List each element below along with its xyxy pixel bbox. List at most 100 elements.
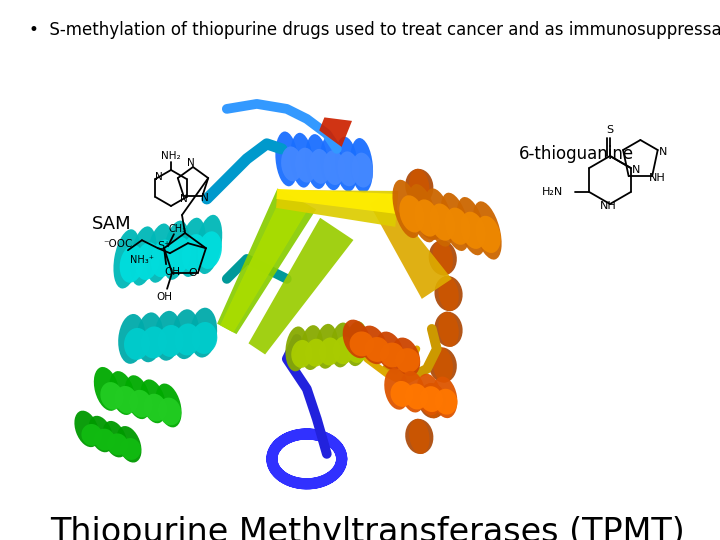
Ellipse shape	[125, 375, 150, 419]
Ellipse shape	[456, 197, 485, 255]
Ellipse shape	[408, 184, 437, 242]
Ellipse shape	[140, 380, 166, 423]
Ellipse shape	[390, 381, 413, 407]
Text: S: S	[606, 125, 613, 135]
Ellipse shape	[432, 376, 457, 418]
Text: NH₃⁺: NH₃⁺	[130, 255, 154, 265]
Ellipse shape	[290, 133, 313, 187]
Text: NH: NH	[600, 201, 616, 211]
Ellipse shape	[380, 342, 405, 368]
Ellipse shape	[461, 212, 485, 249]
Ellipse shape	[300, 325, 323, 370]
Text: N: N	[201, 193, 208, 203]
Ellipse shape	[350, 138, 373, 193]
Ellipse shape	[392, 180, 421, 238]
Ellipse shape	[392, 338, 420, 376]
Ellipse shape	[156, 383, 181, 428]
Ellipse shape	[441, 193, 469, 251]
Text: •  S-methylation of thiopurine drugs used to treat cancer and as immunosuppressa: • S-methylation of thiopurine drugs used…	[29, 21, 720, 39]
Ellipse shape	[409, 169, 430, 204]
Ellipse shape	[376, 332, 404, 370]
Ellipse shape	[166, 237, 191, 274]
Ellipse shape	[350, 332, 374, 356]
Ellipse shape	[130, 390, 152, 417]
Ellipse shape	[335, 137, 358, 192]
Ellipse shape	[315, 324, 338, 369]
Ellipse shape	[109, 371, 135, 415]
Ellipse shape	[428, 240, 456, 275]
Text: NH₂: NH₂	[161, 151, 181, 161]
Ellipse shape	[405, 419, 433, 454]
Ellipse shape	[275, 131, 298, 186]
Ellipse shape	[118, 314, 145, 364]
Polygon shape	[319, 117, 352, 147]
Ellipse shape	[333, 336, 354, 364]
Text: SAM: SAM	[91, 215, 132, 233]
Ellipse shape	[190, 308, 217, 357]
Ellipse shape	[136, 313, 163, 362]
Ellipse shape	[405, 383, 428, 409]
Ellipse shape	[433, 347, 453, 382]
Ellipse shape	[425, 188, 454, 247]
Ellipse shape	[94, 367, 120, 411]
Ellipse shape	[416, 374, 441, 415]
Ellipse shape	[81, 424, 102, 446]
Ellipse shape	[418, 383, 446, 418]
Text: H₂N: H₂N	[542, 187, 563, 197]
Ellipse shape	[418, 205, 446, 240]
Ellipse shape	[434, 276, 463, 311]
Ellipse shape	[433, 240, 453, 275]
Ellipse shape	[400, 371, 426, 413]
Ellipse shape	[114, 386, 138, 414]
Polygon shape	[248, 218, 354, 354]
Ellipse shape	[310, 149, 330, 184]
Ellipse shape	[422, 205, 443, 240]
Polygon shape	[276, 189, 397, 214]
Text: S⁺: S⁺	[158, 241, 171, 251]
Ellipse shape	[476, 216, 500, 253]
Ellipse shape	[359, 326, 387, 364]
Ellipse shape	[405, 169, 433, 204]
Polygon shape	[276, 190, 398, 227]
Ellipse shape	[124, 328, 150, 360]
Text: O: O	[189, 268, 197, 278]
Text: N: N	[659, 147, 667, 157]
Ellipse shape	[120, 438, 141, 460]
Ellipse shape	[89, 416, 113, 453]
Ellipse shape	[319, 338, 341, 366]
Ellipse shape	[445, 207, 470, 245]
Ellipse shape	[74, 410, 99, 447]
Ellipse shape	[435, 389, 457, 415]
Ellipse shape	[384, 368, 410, 410]
Ellipse shape	[365, 337, 390, 362]
Ellipse shape	[438, 276, 459, 311]
Ellipse shape	[305, 339, 326, 367]
Ellipse shape	[102, 421, 127, 457]
Text: N: N	[155, 172, 162, 182]
Ellipse shape	[473, 201, 502, 260]
Ellipse shape	[100, 382, 123, 410]
Text: CH₃: CH₃	[169, 224, 187, 234]
Ellipse shape	[430, 204, 455, 241]
Ellipse shape	[114, 230, 140, 288]
Text: 6-thioguanine: 6-thioguanine	[518, 145, 634, 163]
Ellipse shape	[323, 150, 345, 185]
Ellipse shape	[94, 429, 115, 450]
Ellipse shape	[422, 383, 443, 418]
Ellipse shape	[144, 394, 167, 421]
Ellipse shape	[305, 134, 328, 189]
Text: N: N	[631, 165, 640, 175]
Ellipse shape	[415, 199, 440, 237]
Ellipse shape	[135, 242, 160, 280]
Ellipse shape	[320, 136, 343, 190]
Ellipse shape	[434, 312, 463, 347]
Ellipse shape	[172, 309, 199, 359]
Ellipse shape	[107, 434, 128, 455]
Ellipse shape	[347, 335, 368, 363]
Ellipse shape	[179, 218, 206, 277]
Ellipse shape	[400, 195, 424, 233]
Ellipse shape	[141, 327, 166, 359]
Ellipse shape	[343, 320, 371, 358]
Ellipse shape	[158, 325, 184, 357]
Ellipse shape	[196, 215, 222, 274]
